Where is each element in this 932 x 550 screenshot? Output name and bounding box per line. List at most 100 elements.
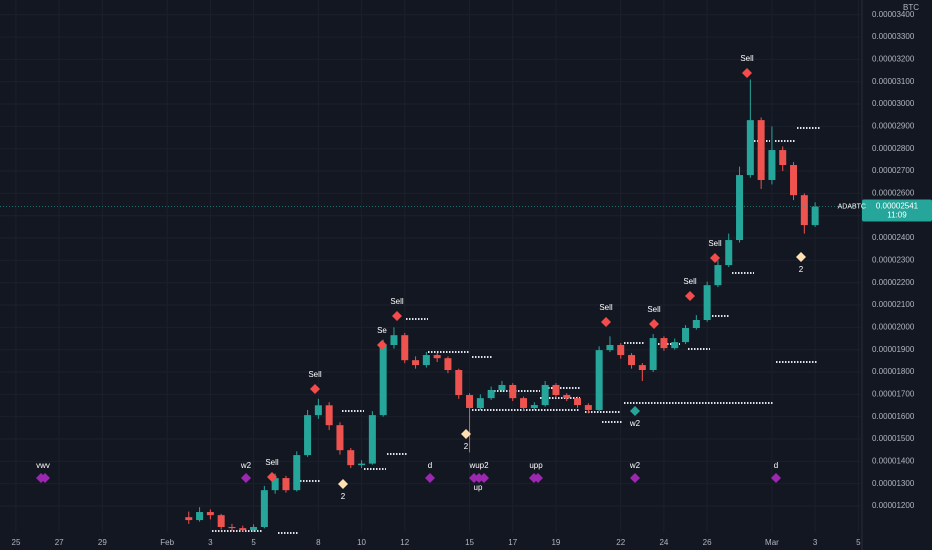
x-tick-label: 3 (813, 538, 818, 547)
annotation: Sell (647, 305, 661, 314)
x-tick-label: 17 (508, 538, 517, 547)
candle-body (725, 240, 733, 266)
signal-marker (630, 406, 640, 416)
signal-marker (425, 473, 435, 483)
annotation: Sell (390, 297, 404, 306)
candle-body (487, 390, 495, 399)
annotation: d (428, 461, 432, 470)
signal-marker (40, 473, 50, 483)
candle-body (206, 512, 214, 516)
candle-body (271, 478, 279, 491)
candle-body (390, 335, 398, 346)
x-tick-label: Mar (765, 538, 779, 547)
candle-body (649, 338, 657, 371)
signal-marker (392, 311, 402, 321)
candle-body (466, 395, 474, 408)
candle-body (574, 398, 582, 406)
annotation: d (774, 461, 778, 470)
y-tick-label: 0.00001200 (872, 501, 915, 510)
candle-body (530, 405, 538, 408)
signal-marker (742, 68, 752, 78)
candle-body (476, 398, 484, 408)
y-tick-label: 0.00001500 (872, 434, 915, 443)
annotation: w2 (629, 461, 641, 470)
candle-body (293, 455, 301, 491)
signal-marker (338, 479, 348, 489)
candle-body (444, 358, 452, 371)
signal-marker (479, 473, 489, 483)
annotation: Sell (599, 303, 613, 312)
signal-marker (630, 473, 640, 483)
x-tick-label: 19 (551, 538, 560, 547)
candle-body (422, 355, 430, 366)
candle-body (628, 355, 636, 366)
y-tick-label: 0.00002700 (872, 166, 915, 175)
candle-body (606, 345, 614, 351)
candle-body (638, 365, 646, 371)
candle-body (412, 360, 420, 366)
annotation: Sell (308, 370, 322, 379)
y-tick-label: 0.00001300 (872, 479, 915, 488)
y-tick-label: 0.00003400 (872, 10, 915, 19)
y-tick-label: 0.00002800 (872, 144, 915, 153)
candle-body (368, 415, 376, 464)
x-tick-label: 26 (703, 538, 712, 547)
annotation: Sell (708, 239, 722, 248)
x-tick-label: 27 (55, 538, 64, 547)
candle-body (358, 463, 366, 466)
candle-body (239, 528, 247, 531)
candle-body (217, 515, 225, 527)
candle-body (282, 478, 290, 491)
candle-body (185, 517, 193, 521)
candle-body (498, 384, 506, 391)
candle-body (617, 345, 625, 356)
candle-body (692, 319, 700, 329)
candle-body (455, 370, 463, 396)
candle-body (541, 384, 549, 406)
x-tick-label: 5 (856, 538, 861, 547)
x-tick-label: 25 (12, 538, 21, 547)
symbol-label: ADABTC (838, 203, 866, 210)
countdown: 11:09 (887, 211, 907, 220)
candle-body (790, 165, 798, 196)
candle-body (325, 405, 333, 426)
annotation: Se (377, 326, 387, 335)
candle-body (595, 350, 603, 410)
candle-body (671, 342, 679, 349)
annotation: 2 (799, 265, 804, 274)
signal-marker (241, 473, 251, 483)
x-tick-label: 10 (357, 538, 366, 547)
candle-body (811, 206, 819, 226)
x-tick-label: 8 (316, 538, 321, 547)
candle-body (736, 175, 744, 241)
x-tick-label: Feb (160, 538, 174, 547)
candle-body (401, 335, 409, 361)
candle-body (714, 265, 722, 286)
y-tick-label: 0.00001800 (872, 367, 915, 376)
candle-body (520, 398, 528, 408)
annotation: Sell (265, 458, 279, 467)
y-tick-label: 0.00002100 (872, 300, 915, 309)
x-tick-label: 29 (98, 538, 107, 547)
candle-body (336, 425, 344, 451)
annotation: Sell (683, 277, 697, 286)
y-tick-label: 0.00003000 (872, 99, 915, 108)
candle-body (563, 395, 571, 399)
candle-body (196, 512, 204, 521)
candle-body (757, 120, 765, 180)
candle-body (260, 490, 268, 527)
signal-marker (310, 384, 320, 394)
signal-marker (685, 291, 695, 301)
y-tick-label: 0.00002400 (872, 233, 915, 242)
y-tick-label: 0.00001600 (872, 412, 915, 421)
candle-body (509, 384, 517, 399)
signal-marker (601, 317, 611, 327)
candle-body (347, 450, 355, 466)
candle-body (703, 285, 711, 320)
signal-marker (267, 472, 277, 482)
currency-label: BTC (903, 3, 919, 12)
price-label: 0.00002541 (876, 202, 919, 211)
x-tick-label: 22 (616, 538, 625, 547)
annotation: Sell (740, 54, 754, 63)
